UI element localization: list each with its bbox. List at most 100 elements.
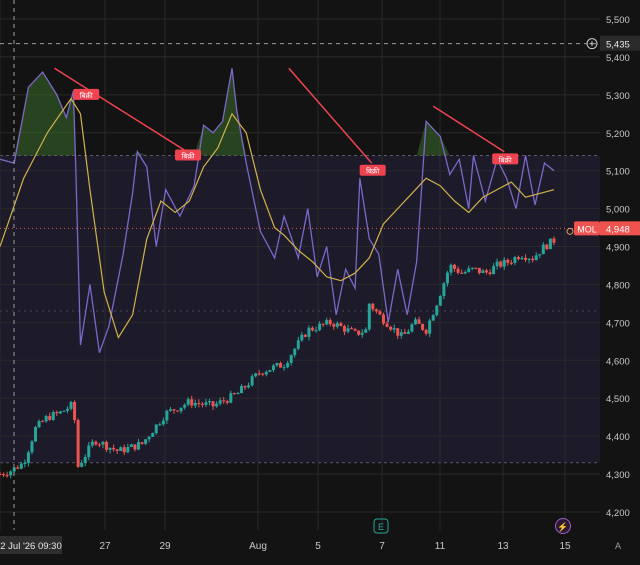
candle-body: [268, 370, 272, 372]
candle-body: [296, 340, 300, 349]
sell-signal-badge: [73, 88, 100, 100]
sell-signal-label: बिक्री: [175, 149, 202, 161]
candle-body: [129, 444, 133, 447]
candle-body: [413, 319, 417, 325]
candle-body: [520, 257, 524, 260]
candle-body: [449, 264, 453, 273]
lightning-event-icon[interactable]: ⚡: [555, 518, 571, 534]
candle-body: [364, 329, 368, 333]
moving-average-series: [0, 97, 555, 339]
candle-body: [310, 327, 314, 331]
candle-body: [396, 328, 400, 336]
candle-body: [44, 416, 48, 422]
earnings-badge: [373, 518, 389, 534]
candle-body: [250, 376, 254, 386]
candle-body: [417, 319, 421, 324]
sell-signal-label: बिक्री: [492, 153, 519, 165]
candle-body: [509, 262, 513, 264]
candle-body: [445, 272, 449, 284]
trendline[interactable]: [54, 67, 188, 153]
candle-body: [126, 446, 130, 453]
last-price-text: 4,948: [606, 224, 630, 235]
oscillator-line: [0, 68, 555, 353]
price-axis-tick: 5,300: [606, 91, 630, 102]
candle-body: [161, 420, 165, 425]
candle-body: [474, 267, 478, 269]
sell-signal-badge: [492, 153, 519, 165]
candle-body: [2, 474, 6, 476]
price-axis-bg: [600, 0, 640, 560]
candle-body: [275, 363, 279, 366]
price-axis-tick: 4,500: [606, 394, 630, 405]
candle-body: [424, 329, 428, 334]
candle-body: [502, 259, 506, 267]
sell-signal-label: बिक्री: [73, 88, 100, 100]
candle-body: [321, 323, 325, 325]
candle-body: [357, 330, 361, 335]
candle-body: [421, 323, 425, 330]
candle-body: [225, 401, 229, 403]
candle-body: [314, 330, 318, 332]
earnings-event-icon[interactable]: E: [373, 518, 389, 534]
candle-body: [350, 328, 354, 330]
candlestick-series: [0, 236, 556, 479]
candle-body: [516, 257, 520, 260]
candle-body: [385, 323, 389, 327]
candle-body: [254, 373, 258, 377]
candle-body: [204, 402, 208, 405]
candle-body: [232, 393, 236, 395]
candle-body: [428, 320, 432, 334]
crosshair: [0, 0, 600, 530]
candle-body: [527, 258, 531, 260]
candle-body: [495, 261, 499, 267]
candle-body: [73, 402, 77, 421]
candle-body: [389, 326, 393, 330]
event-markers[interactable]: E ⚡: [373, 518, 571, 534]
sell-signal-text: बिक्री: [499, 155, 512, 164]
sell-signal-text: बिक्री: [80, 91, 93, 100]
candle-body: [534, 255, 538, 261]
trendlines[interactable]: [54, 67, 505, 164]
oscillator-band: [0, 155, 600, 464]
candle-body: [136, 442, 140, 450]
candle-body: [119, 447, 123, 452]
candle-body: [172, 409, 176, 411]
candle-body: [41, 421, 45, 423]
trendline[interactable]: [432, 105, 505, 153]
candle-body: [492, 266, 496, 275]
sell-signal-text: बिक्री: [366, 167, 379, 176]
oscillator-series: [0, 68, 555, 353]
candle-body: [215, 403, 219, 407]
candle-body: [83, 457, 87, 464]
grid: [0, 0, 600, 530]
candle-body: [144, 439, 148, 444]
candle-body: [307, 327, 311, 337]
price-axis-tick: 4,200: [606, 508, 630, 519]
candle-body: [271, 365, 275, 371]
price-axis-tick: 5,100: [606, 167, 630, 178]
sell-signal-badge: [175, 149, 202, 161]
trendline[interactable]: [288, 67, 373, 164]
price-axis-tick: 4,900: [606, 243, 630, 254]
candle-body: [339, 323, 343, 327]
candle-body: [435, 305, 439, 316]
candle-body: [328, 320, 332, 325]
time-axis-tick: 13: [497, 541, 509, 552]
candle-body: [211, 401, 215, 407]
candle-body: [97, 444, 101, 446]
candle-body: [218, 400, 222, 404]
candle-body: [406, 331, 410, 334]
last-bar-marker: [566, 227, 574, 235]
time-axis[interactable]: 2729Aug57111315172 Jul '26 09:30A: [0, 530, 640, 560]
candle-body: [193, 402, 197, 406]
candle-body: [19, 463, 23, 469]
candle-body: [261, 373, 265, 375]
crosshair-time-text: 2 Jul '26 09:30: [0, 541, 62, 552]
candle-body: [87, 445, 91, 458]
candle-body: [499, 261, 503, 267]
candle-body: [484, 270, 488, 273]
candle-body: [332, 324, 336, 327]
